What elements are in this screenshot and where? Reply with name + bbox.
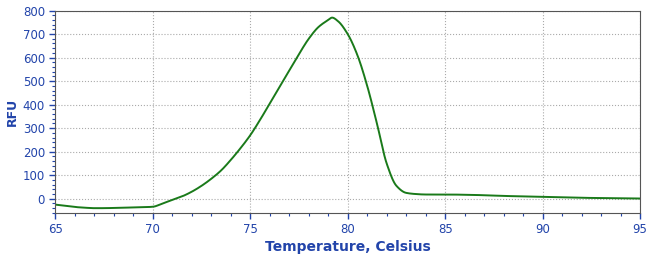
Y-axis label: RFU: RFU bbox=[6, 98, 18, 126]
X-axis label: Temperature, Celsius: Temperature, Celsius bbox=[265, 240, 430, 255]
